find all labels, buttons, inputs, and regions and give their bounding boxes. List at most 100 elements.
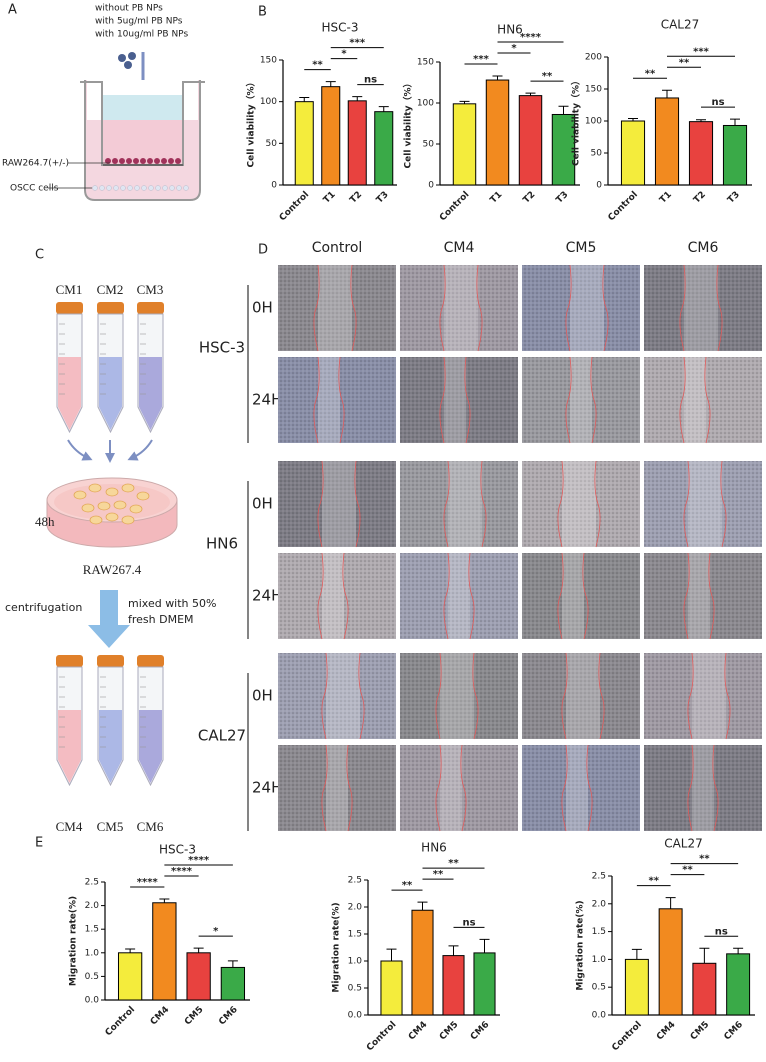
- dish-cells: [73, 483, 150, 525]
- bar: [688, 121, 714, 186]
- liquid: [139, 710, 162, 783]
- condition: with 5ug/ml PB NPs: [95, 17, 183, 27]
- cell: [97, 501, 111, 511]
- edge: [683, 552, 690, 640]
- y-tick-label: 100: [260, 97, 277, 107]
- bar: [321, 86, 341, 186]
- y-tick-label: 2.0: [85, 901, 100, 911]
- edge: [712, 744, 719, 832]
- edge: [338, 356, 345, 444]
- label: OSCC cells: [10, 184, 59, 194]
- error-bar: [299, 97, 310, 102]
- y-tick-label: 100: [417, 99, 434, 109]
- edge: [687, 744, 694, 832]
- arrows: [67, 439, 153, 463]
- y-axis-label: Cell viability（%）: [571, 76, 582, 166]
- x-tick-label: Control: [278, 190, 311, 223]
- bar: [473, 952, 496, 1016]
- y-tick-label: 0.5: [348, 984, 362, 994]
- y-axis-label: Migration rate(%): [576, 900, 586, 990]
- bar: [442, 955, 465, 1016]
- panel-d: Control CM4 CM5 CM6 HSC-3 0H 24H HN6 0H 24H CAL27 0…: [198, 240, 762, 832]
- bar: [117, 952, 143, 1001]
- condition: with 10ug/ml PB NPs: [95, 30, 188, 40]
- scratch: [692, 745, 714, 831]
- x-tick-label: CM4: [149, 1005, 172, 1028]
- y-tick-label: 50: [423, 140, 435, 150]
- texture: [400, 553, 518, 639]
- x-tick-label: CM6: [723, 1020, 746, 1043]
- x-tick-label: Control: [104, 1005, 137, 1038]
- bar: [624, 958, 649, 1016]
- error-bar: [417, 901, 428, 911]
- x-tick-label: T1: [658, 190, 674, 206]
- panel-label: B: [258, 5, 267, 20]
- step: centrifugation: [5, 601, 82, 614]
- edge: [565, 264, 572, 352]
- cell: [113, 185, 119, 191]
- scratch: [692, 653, 726, 739]
- edge: [561, 744, 568, 832]
- y-tick-label: 0: [428, 181, 434, 191]
- bar: [692, 962, 717, 1016]
- chart-title: CAL27: [661, 18, 700, 32]
- bar: [411, 909, 434, 1016]
- scratch: [440, 745, 462, 831]
- y-tick-label: 50: [266, 139, 278, 149]
- error-bar: [628, 117, 638, 121]
- error-bar: [631, 948, 642, 960]
- scratch: [688, 461, 722, 547]
- cell: [161, 158, 167, 164]
- texture: [644, 653, 762, 739]
- edge: [313, 264, 320, 352]
- y-tick-label: 200: [585, 53, 602, 63]
- time-label: 0H: [252, 299, 273, 317]
- edge: [598, 652, 605, 740]
- tube-label: CM4: [56, 819, 83, 834]
- significance-label: *: [213, 926, 219, 937]
- texture: [644, 553, 762, 639]
- y-tick-label: 0.0: [348, 1011, 363, 1021]
- y-axis-label: Cell viability（%）: [246, 78, 257, 168]
- liquid: [99, 710, 122, 783]
- texture: [644, 265, 762, 351]
- scratch: [562, 461, 596, 547]
- y-tick-label: 50: [591, 149, 603, 159]
- time-label: 24H: [252, 391, 282, 409]
- texture: [278, 553, 396, 639]
- edge: [468, 552, 475, 640]
- scratch: [566, 653, 600, 739]
- y-tick-label: 2.0: [348, 903, 363, 913]
- edge: [350, 264, 357, 352]
- tube-cap: [97, 302, 124, 314]
- cell-layer: [92, 158, 189, 191]
- column-label: CM4: [444, 240, 475, 256]
- cell: [175, 158, 181, 164]
- edge: [720, 460, 727, 548]
- y-tick-label: 0.0: [85, 996, 100, 1006]
- significance-label: ****: [171, 866, 193, 877]
- y-tick-label: 2.5: [85, 878, 99, 888]
- bar: [347, 100, 367, 186]
- bar: [220, 966, 246, 1001]
- panel-label: D: [258, 243, 268, 258]
- edge: [724, 652, 731, 740]
- x-tick-label: CM5: [183, 1005, 206, 1028]
- y-tick-label: 2.0: [592, 899, 607, 909]
- texture: [400, 265, 518, 351]
- scratch: [444, 265, 478, 351]
- edge: [439, 356, 446, 444]
- edge: [472, 652, 479, 740]
- edge: [679, 356, 686, 444]
- cell: [133, 158, 139, 164]
- time-label: 0H: [252, 687, 273, 705]
- x-tick-label: T2: [692, 190, 708, 206]
- cell: [147, 158, 153, 164]
- error-bar: [352, 96, 363, 101]
- texture: [400, 357, 518, 443]
- significance-label: *: [511, 43, 517, 54]
- significance-label: ns: [715, 926, 728, 937]
- bar: [294, 101, 314, 186]
- cell: [92, 185, 98, 191]
- transwell: [80, 52, 205, 201]
